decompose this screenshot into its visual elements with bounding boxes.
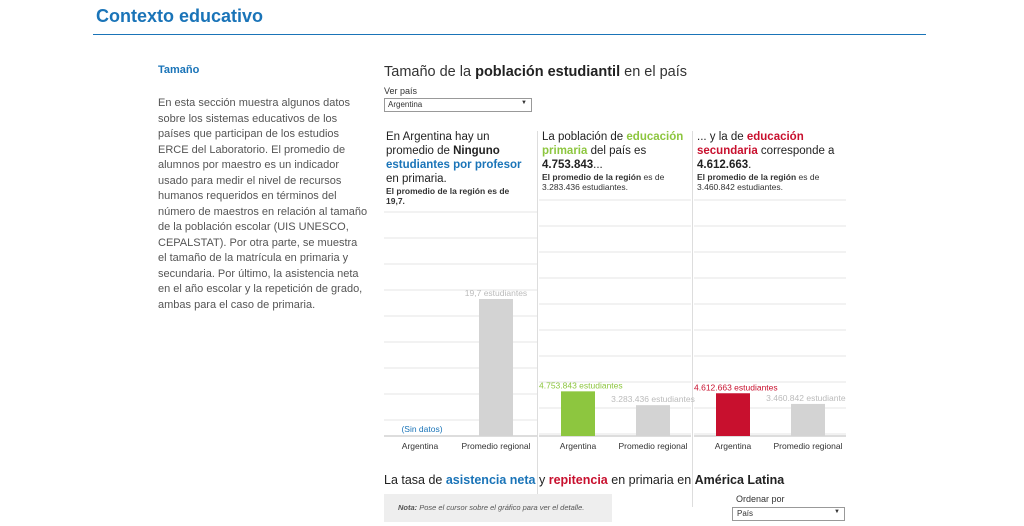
panel1-regional-note: El promedio de la región es de 19,7. — [386, 186, 510, 206]
panel1-text-4: en primaria. — [386, 173, 447, 185]
asis-text-6: América Latina — [694, 473, 785, 487]
order-select-value: País — [737, 509, 754, 518]
bar-country — [716, 393, 750, 436]
category-label: Promedio regional — [462, 441, 531, 451]
panel-primary-population: La población de educación primaria del p… — [542, 130, 690, 192]
bar-regional — [791, 403, 825, 436]
panel2-note-bold: El promedio de la región — [542, 172, 642, 182]
panel2-text-3: del país es — [587, 145, 647, 157]
panel3-highlight: educación secundaria — [697, 131, 804, 157]
order-select-label: Ordenar por — [736, 494, 785, 504]
attendance-section-title: La tasa de asistencia neta y repitencia … — [384, 473, 784, 487]
asis-text-5: en primaria en — [607, 473, 695, 487]
category-label: Argentina — [402, 441, 439, 451]
data-label: 4.612.663 estudiantes — [694, 382, 778, 392]
panel-divider-2 — [692, 131, 693, 507]
asis-text-3: y — [535, 473, 549, 487]
data-label: (Sin datos) — [401, 424, 442, 434]
panel3-text-1: ... y la de — [697, 131, 747, 143]
bar-regional — [479, 299, 513, 436]
panel2-value: 4.753.843 — [542, 159, 594, 171]
data-label: 3.460.842 estudiantes — [766, 393, 846, 403]
panel-students-per-teacher: En Argentina hay un promedio de Ninguno … — [386, 130, 526, 206]
category-label: Promedio regional — [774, 441, 843, 451]
page-title: Contexto educativo — [96, 6, 264, 26]
chevron-down-icon: ▼ — [834, 509, 840, 515]
panel-divider-1 — [537, 131, 538, 507]
panel2-highlight: educación primaria — [542, 131, 684, 157]
chevron-down-icon: ▼ — [521, 100, 527, 106]
main-content: Tamaño de la población estudiantil en el… — [384, 62, 846, 526]
panel2-note-rest: es de 3.283.436 estudiantes. — [542, 172, 665, 192]
country-select-label: Ver país — [384, 86, 418, 96]
sidebar-description: En esta sección muestra algunos datos so… — [158, 97, 368, 311]
country-select[interactable]: Argentina ▼ — [384, 98, 532, 112]
panel2-text-5: ... — [593, 159, 603, 171]
chart-title-bold: población estudiantil — [475, 64, 621, 80]
category-label: Promedio regional — [619, 441, 688, 451]
note-bold: Nota: — [398, 503, 418, 512]
chart-title-post: en el país — [620, 64, 688, 80]
data-label: 4.753.843 estudiantes — [539, 380, 623, 390]
order-select[interactable]: País ▼ — [732, 507, 845, 521]
panel1-value: Ninguno — [453, 145, 500, 157]
data-label: 3.283.436 estudiantes — [611, 394, 695, 404]
header-divider — [93, 34, 926, 35]
data-label: 19,7 estudiantes — [465, 288, 527, 298]
asis-highlight-1: asistencia neta — [445, 473, 536, 487]
panel3-value: 4.612.663 — [697, 159, 749, 171]
asis-text-1: La tasa de — [384, 473, 446, 487]
asis-highlight-2: repitencia — [548, 473, 608, 487]
chart-title: Tamaño de la población estudiantil en el… — [384, 64, 687, 80]
panel1-highlight: estudiantes por profesor — [386, 159, 522, 171]
bar-country — [561, 391, 595, 436]
panel3-text-5: . — [748, 159, 752, 171]
panel3-note-bold: El promedio de la región — [697, 172, 797, 182]
note-text: Pose el cursor sobre el gráfico para ver… — [417, 503, 585, 512]
sidebar-heading: Tamaño — [158, 64, 200, 76]
country-select-value: Argentina — [388, 100, 423, 109]
panel-secondary-population: ... y la de educación secundaria corresp… — [697, 130, 845, 192]
population-charts[interactable]: (Sin datos) Argentina 19,7 estudiantes Prom… — [384, 62, 846, 462]
sidebar: Tamaño En esta sección muestra algunos d… — [158, 64, 368, 313]
category-label: Argentina — [560, 441, 597, 451]
panel1-text-1: En Argentina hay un promedio de — [386, 131, 490, 157]
bar-regional — [636, 405, 670, 436]
category-label: Argentina — [715, 441, 752, 451]
chart-title-pre: Tamaño de la — [384, 64, 476, 80]
panel3-text-3: corresponde a — [757, 145, 835, 157]
hover-note: Nota: Pose el cursor sobre el gráfico pa… — [384, 494, 612, 522]
panel3-note-rest: es de 3.460.842 estudiantes. — [697, 172, 820, 192]
panel2-text-1: La población de — [542, 131, 627, 143]
